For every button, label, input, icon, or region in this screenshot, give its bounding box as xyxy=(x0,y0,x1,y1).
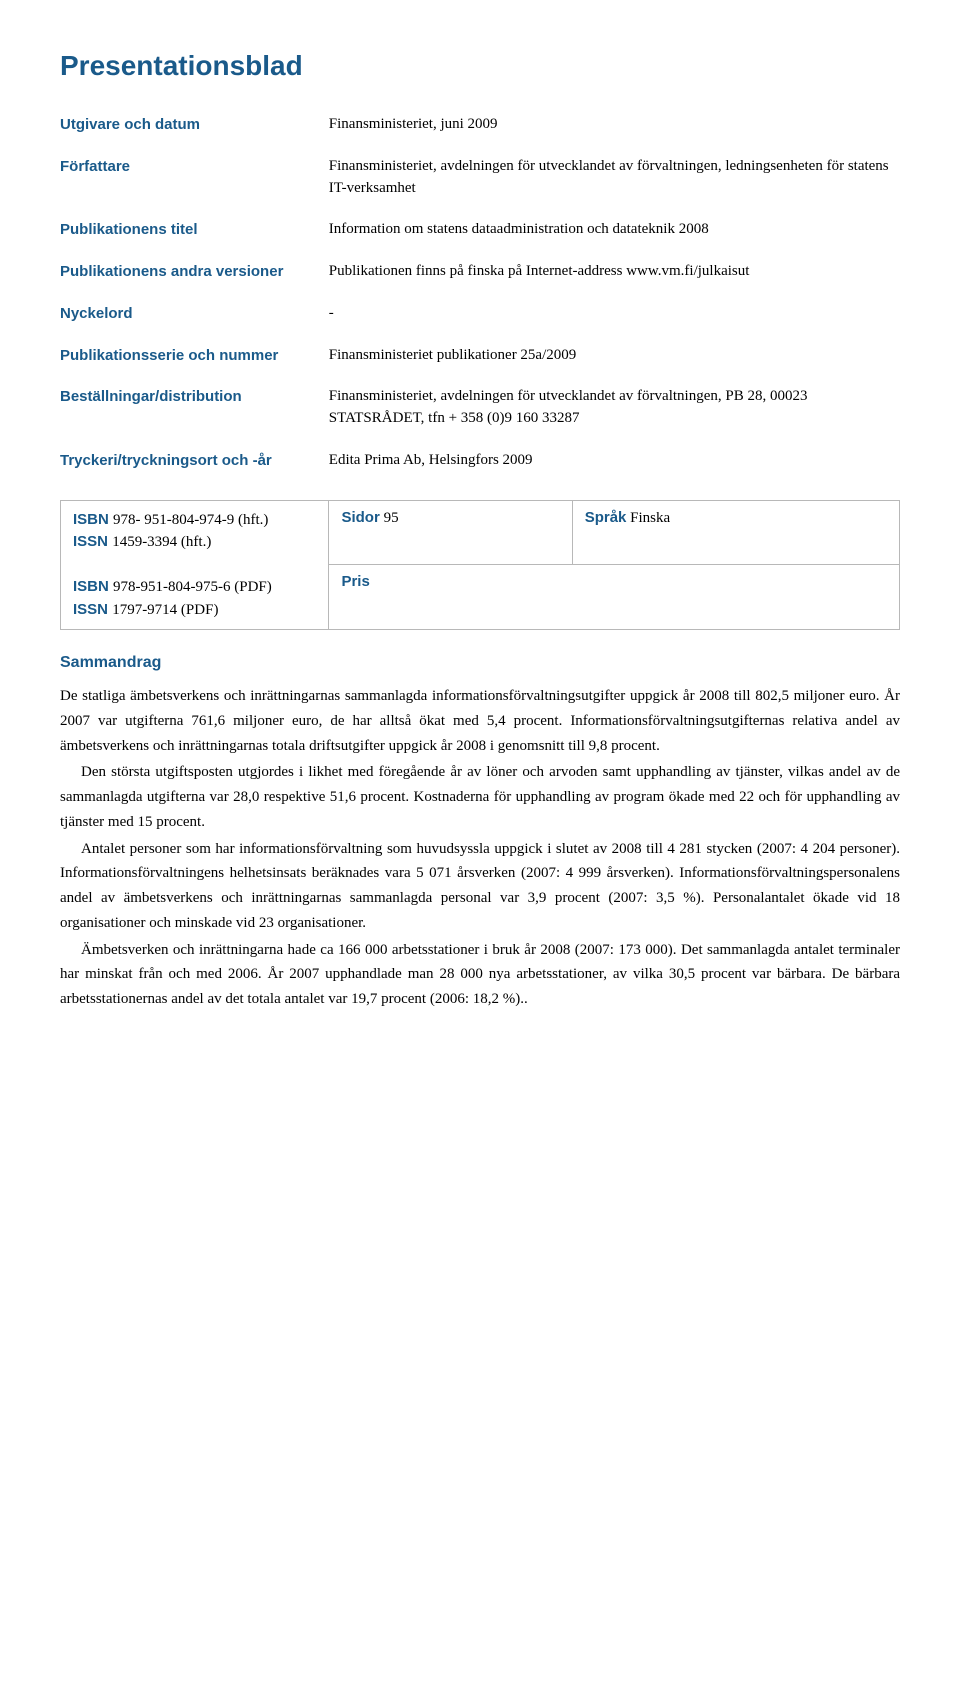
isbn-box: ISBN 978- 951-804-974-9 (hft.) ISSN 1459… xyxy=(60,500,900,631)
label-pub-title: Publikationens titel xyxy=(60,209,329,251)
lang-value: Finska xyxy=(630,510,670,526)
lang-label: Språk xyxy=(585,509,627,526)
value-author: Finansministeriet, avdelningen för utvec… xyxy=(329,146,900,210)
label-publisher: Utgivare och datum xyxy=(60,104,329,146)
label-other-versions: Publikationens andra versioner xyxy=(60,251,329,293)
label-distribution: Beställningar/distribution xyxy=(60,376,329,440)
value-pub-title: Information om statens dataadministratio… xyxy=(329,209,900,251)
value-publisher: Finansministeriet, juni 2009 xyxy=(329,104,900,146)
issn-print: 1459-3394 (hft.) xyxy=(112,534,211,550)
issn-pdf: 1797-9714 (PDF) xyxy=(112,602,218,618)
value-other-versions: Publikationen finns på finska på Interne… xyxy=(329,251,900,293)
pages-label: Sidor xyxy=(341,509,379,526)
isbn-pdf: 978-951-804-975-6 (PDF) xyxy=(113,579,272,595)
issn-pdf-label: ISSN xyxy=(73,601,108,618)
pages-value: 95 xyxy=(384,510,399,526)
value-distribution: Finansministeriet, avdelningen för utvec… xyxy=(329,376,900,440)
abstract-p3: Antalet personer som har informationsför… xyxy=(60,837,900,936)
value-printer: Edita Prima Ab, Helsingfors 2009 xyxy=(329,440,900,482)
label-printer: Tryckeri/tryckningsort och -år xyxy=(60,440,329,482)
row-author: Författare Finansministeriet, avdelninge… xyxy=(60,146,900,210)
label-series: Publikationsserie och nummer xyxy=(60,335,329,377)
row-printer: Tryckeri/tryckningsort och -år Edita Pri… xyxy=(60,440,900,482)
page-title: Presentationsblad xyxy=(60,50,900,82)
isbn-cell: ISBN 978- 951-804-974-9 (hft.) ISSN 1459… xyxy=(61,500,329,630)
label-keywords: Nyckelord xyxy=(60,293,329,335)
value-keywords: - xyxy=(329,293,900,335)
abstract-section: Sammandrag De statliga ämbetsverkens och… xyxy=(60,654,900,1012)
row-publisher: Utgivare och datum Finansministeriet, ju… xyxy=(60,104,900,146)
lang-cell: Språk Finska xyxy=(572,500,899,565)
price-cell: Pris xyxy=(329,565,900,630)
abstract-p4: Ämbetsverken och inrättningarna hade ca … xyxy=(60,938,900,1012)
row-keywords: Nyckelord - xyxy=(60,293,900,335)
row-pub-title: Publikationens titel Information om stat… xyxy=(60,209,900,251)
isbn-label: ISBN xyxy=(73,511,109,528)
row-other-versions: Publikationens andra versioner Publikati… xyxy=(60,251,900,293)
abstract-p1: De statliga ämbetsverkens och inrättning… xyxy=(60,684,900,758)
row-distribution: Beställningar/distribution Finansministe… xyxy=(60,376,900,440)
abstract-p2: Den största utgiftsposten utgjordes i li… xyxy=(60,760,900,834)
pages-cell: Sidor 95 xyxy=(329,500,572,565)
label-author: Författare xyxy=(60,146,329,210)
abstract-heading: Sammandrag xyxy=(60,654,900,672)
price-label: Pris xyxy=(341,573,369,590)
metadata-table: Utgivare och datum Finansministeriet, ju… xyxy=(60,104,900,482)
row-series: Publikationsserie och nummer Finansminis… xyxy=(60,335,900,377)
value-series: Finansministeriet publikationer 25a/2009 xyxy=(329,335,900,377)
isbn-print: 978- 951-804-974-9 (hft.) xyxy=(113,512,268,528)
issn-label: ISSN xyxy=(73,533,108,550)
isbn-pdf-label: ISBN xyxy=(73,578,109,595)
